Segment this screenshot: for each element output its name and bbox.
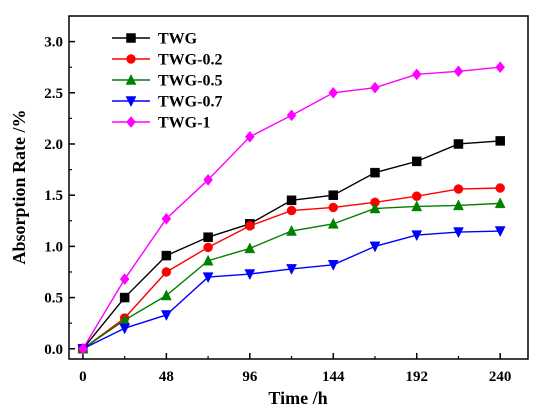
- data-point-twg-0-7: [411, 230, 423, 242]
- legend-marker: [125, 73, 137, 85]
- x-tick-label: 240: [489, 369, 512, 385]
- legend-entry-twg-1: TWG-1: [112, 115, 210, 132]
- axis-ticks: 0 48 96 144 192 240 0.0 0.5 1.0 1.5 2.0 2.5 3.0: [44, 35, 511, 385]
- y-tick-label: 2.5: [44, 86, 63, 102]
- x-tick-label: 144: [322, 369, 345, 385]
- data-point-twg-0-7: [286, 264, 297, 275]
- data-point-twg-0-2: [328, 202, 339, 213]
- data-point-twg-0-5: [327, 217, 339, 229]
- data-point-twg-0-7: [202, 272, 214, 284]
- data-point-twg-0-2: [495, 183, 505, 193]
- data-point-twg-0-7: [160, 310, 172, 322]
- legend-marker: [125, 96, 137, 108]
- data-point-twg-0-7: [494, 226, 506, 238]
- x-axis-title: Time /h: [268, 388, 327, 408]
- data-point-twg: [453, 139, 464, 149]
- y-tick-label: 1.0: [44, 239, 63, 255]
- series-twg-0-5: [77, 197, 506, 354]
- data-point-twg-1: [119, 273, 130, 286]
- data-point-twg-0-2: [286, 205, 297, 216]
- legend-label: TWG-1: [158, 115, 210, 132]
- data-point-twg-1: [244, 130, 255, 143]
- data-point-twg-0-2: [453, 184, 464, 194]
- data-point-twg-1: [370, 81, 380, 94]
- data-point-twg: [203, 232, 213, 242]
- x-tick-label: 0: [79, 369, 87, 385]
- series-twg: [78, 136, 505, 354]
- x-tick-label: 96: [242, 369, 258, 385]
- y-axis-title: Absorption Rate /%: [9, 109, 29, 264]
- legend-label: TWG-0.5: [158, 73, 222, 90]
- series-layer: [77, 61, 506, 355]
- legend-label: TWG-0.7: [158, 94, 222, 111]
- y-tick-label: 0.5: [44, 291, 63, 307]
- data-point-twg-1: [328, 86, 339, 99]
- data-point-twg-0-2: [411, 191, 422, 201]
- data-point-twg-1: [161, 212, 172, 225]
- data-point-twg: [119, 292, 130, 303]
- data-point-twg: [495, 136, 505, 146]
- plot-frame: [68, 15, 529, 360]
- legend-entry-twg: TWG: [112, 31, 198, 48]
- y-tick-label: 0.0: [44, 342, 63, 358]
- series-line-twg: [82, 140, 501, 350]
- legend-entry-twg-0-7: TWG-0.7: [112, 94, 222, 111]
- legend-label: TWG-0.2: [158, 52, 222, 69]
- data-point-twg: [370, 167, 380, 178]
- y-tick-label: 3.0: [44, 35, 63, 51]
- data-point-twg-0-7: [119, 323, 131, 335]
- data-point-twg-1: [495, 61, 506, 74]
- data-point-twg-0-7: [453, 227, 464, 239]
- data-point-twg-0-5: [244, 242, 256, 254]
- data-point-twg-0-5: [369, 202, 381, 214]
- data-point-twg-0-2: [245, 221, 255, 231]
- x-tick-label: 192: [405, 369, 428, 385]
- legend-entry-twg-0-5: TWG-0.5: [112, 73, 222, 90]
- series-twg-0-7: [77, 226, 506, 355]
- data-point-twg: [286, 195, 297, 206]
- series-twg-1: [78, 61, 506, 355]
- legend-entry-twg-0-2: TWG-0.2: [112, 52, 222, 69]
- data-point-twg-0-5: [453, 199, 464, 211]
- legend: TWG TWG-0.2 TWG-0.5 TWG-0.7 TWG-1: [112, 31, 222, 132]
- data-point-twg-0-5: [411, 200, 423, 212]
- legend-label: TWG: [158, 31, 198, 48]
- data-point-twg: [161, 250, 172, 261]
- x-tick-label: 48: [159, 369, 174, 385]
- data-point-twg-1: [453, 65, 464, 78]
- legend-marker: [126, 54, 136, 64]
- y-tick-label: 2.0: [44, 137, 63, 153]
- data-point-twg-1: [286, 109, 297, 122]
- y-tick-label: 1.5: [44, 188, 63, 204]
- data-point-twg-1: [78, 342, 88, 355]
- data-point-twg-0-7: [327, 260, 339, 271]
- data-point-twg-0-5: [494, 197, 506, 209]
- data-point-twg: [411, 156, 422, 167]
- data-point-twg-0-5: [286, 224, 297, 236]
- data-point-twg-0-5: [202, 254, 214, 266]
- data-point-twg: [328, 190, 339, 200]
- data-point-twg-1: [203, 173, 213, 186]
- data-point-twg-0-5: [160, 289, 172, 301]
- data-point-twg-0-2: [203, 242, 213, 253]
- legend-marker: [126, 33, 136, 43]
- data-point-twg-0-2: [161, 267, 172, 277]
- data-point-twg-1: [411, 68, 422, 81]
- data-point-twg-0-7: [244, 269, 256, 281]
- data-point-twg-0-7: [369, 241, 381, 253]
- legend-marker: [126, 116, 136, 128]
